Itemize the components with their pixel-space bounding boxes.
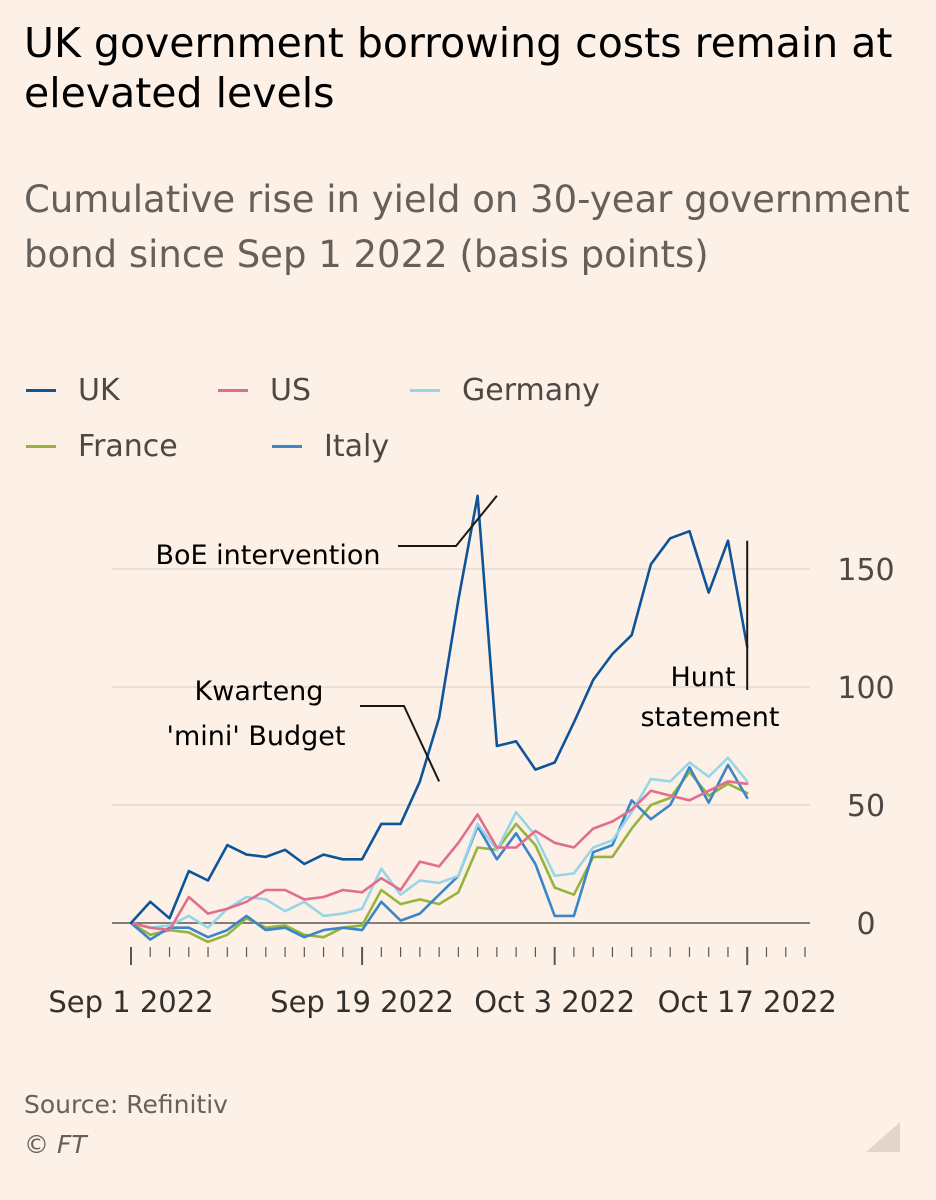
annotation-hunt-line1: Hunt — [670, 662, 735, 693]
annotation-hunt-line2: statement — [640, 702, 779, 733]
legend-item-us: US — [218, 370, 311, 410]
annotation-boe: BoE intervention — [155, 540, 380, 571]
legend-label-uk: UK — [78, 372, 120, 408]
legend-swatch-italy — [272, 444, 302, 448]
legend-item-germany: Germany — [410, 370, 600, 410]
legend-label-france: France — [78, 428, 178, 464]
x-tick-label: Oct 17 2022 — [658, 985, 837, 1019]
y-tick-label-0: 0 — [856, 907, 875, 942]
y-tick-label-150: 150 — [837, 553, 894, 588]
y-tick-label-50: 50 — [847, 789, 885, 824]
resize-corner-icon — [866, 1122, 900, 1152]
legend-label-italy: Italy — [324, 428, 390, 464]
legend-label-germany: Germany — [462, 372, 600, 408]
legend-swatch-germany — [410, 388, 440, 392]
y-tick-label-100: 100 — [837, 671, 894, 706]
legend-item-italy: Italy — [272, 426, 389, 466]
series-line-italy — [129, 763, 749, 941]
legend-item-france: France — [26, 426, 178, 466]
legend-swatch-france — [26, 444, 56, 448]
legend-item-uk: UK — [26, 370, 120, 410]
series-line-uk — [129, 494, 749, 925]
copyright-note: © FT — [24, 1130, 87, 1159]
x-tick-label: Sep 19 2022 — [270, 985, 454, 1019]
series-line-germany — [129, 756, 749, 930]
annotation-kwarteng-line1: Kwarteng — [195, 676, 324, 707]
annotation-leader-kwarteng — [360, 705, 441, 782]
chart-title: UK government borrowing costs remain at … — [24, 19, 893, 117]
legend-swatch-uk — [26, 388, 56, 392]
x-tick-label: Sep 1 2022 — [48, 985, 213, 1019]
annotation-kwarteng-line2: 'mini' Budget — [167, 721, 346, 752]
source-note: Source: Refinitiv — [24, 1090, 228, 1119]
legend-swatch-us — [218, 388, 248, 392]
series-line-france — [129, 770, 749, 944]
x-tick-label: Oct 3 2022 — [474, 985, 635, 1019]
series-line-us — [129, 780, 749, 932]
annotation-leader-boe — [398, 495, 498, 547]
legend-label-us: US — [270, 372, 312, 408]
chart-subtitle: Cumulative rise in yield on 30-year gove… — [24, 178, 910, 276]
